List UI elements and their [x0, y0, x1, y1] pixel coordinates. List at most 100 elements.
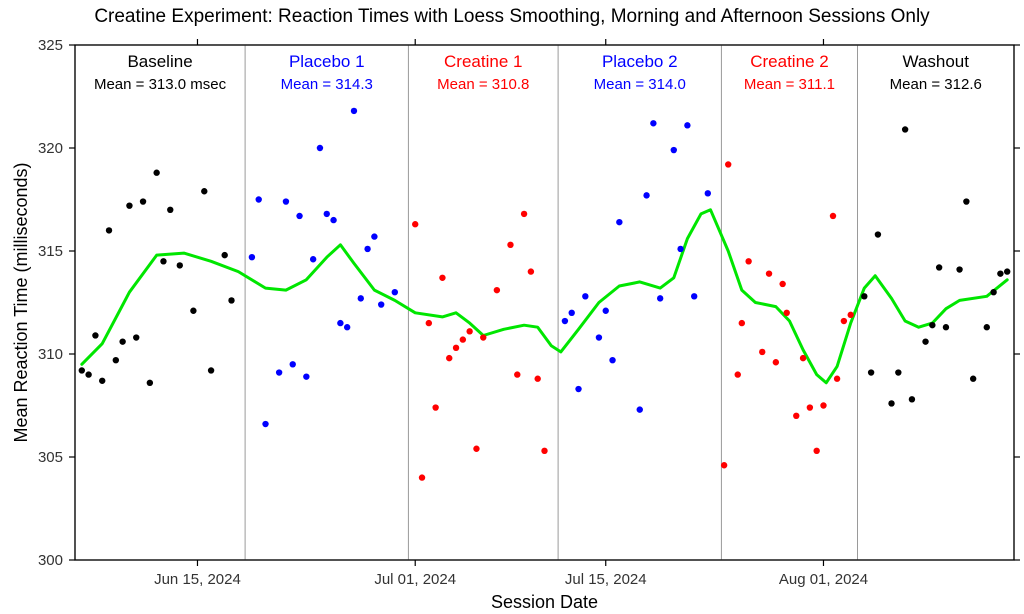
data-point [766, 270, 772, 276]
phase-title: Placebo 1 [289, 52, 365, 71]
x-tick-label: Jun 15, 2024 [154, 571, 241, 588]
data-point [426, 320, 432, 326]
data-point [902, 126, 908, 132]
data-point [990, 289, 996, 295]
data-point [671, 147, 677, 153]
data-point [310, 256, 316, 262]
y-axis-label: Mean Reaction Time (milliseconds) [11, 162, 31, 442]
data-point [643, 192, 649, 198]
data-point [228, 297, 234, 303]
data-point [283, 198, 289, 204]
data-point [119, 338, 125, 344]
data-point [296, 213, 302, 219]
data-point [830, 213, 836, 219]
y-tick-label: 325 [38, 37, 63, 54]
data-point [276, 369, 282, 375]
data-point [113, 357, 119, 363]
data-point [637, 406, 643, 412]
data-point [657, 295, 663, 301]
chart-title: Creatine Experiment: Reaction Times with… [94, 6, 930, 27]
data-point [956, 266, 962, 272]
data-point [190, 308, 196, 314]
data-point [364, 246, 370, 252]
data-point [126, 202, 132, 208]
data-point [351, 108, 357, 114]
data-point [412, 221, 418, 227]
data-point [528, 268, 534, 274]
data-point [256, 196, 262, 202]
data-point [507, 242, 513, 248]
x-tick-label: Jul 01, 2024 [374, 571, 456, 588]
data-point [650, 120, 656, 126]
data-point [262, 421, 268, 427]
data-point [691, 293, 697, 299]
x-axis-label: Session Date [491, 592, 598, 612]
data-point [582, 293, 588, 299]
phase-title: Placebo 2 [602, 52, 678, 71]
x-tick-label: Aug 01, 2024 [779, 571, 868, 588]
data-point [929, 322, 935, 328]
data-point [514, 371, 520, 377]
data-point [392, 289, 398, 295]
data-point [153, 170, 159, 176]
data-point [705, 190, 711, 196]
phase-mean-label: Mean = 314.0 [594, 76, 686, 93]
data-point [201, 188, 207, 194]
data-point [963, 198, 969, 204]
phase-mean-label: Mean = 310.8 [437, 76, 529, 93]
data-point [943, 324, 949, 330]
data-point [208, 367, 214, 373]
phase-mean-label: Mean = 313.0 msec [94, 76, 227, 93]
phase-title: Creatine 1 [444, 52, 522, 71]
data-point [970, 376, 976, 382]
data-point [909, 396, 915, 402]
data-point [596, 334, 602, 340]
data-point [337, 320, 343, 326]
data-point [534, 376, 540, 382]
data-point [895, 369, 901, 375]
y-tick-label: 310 [38, 346, 63, 363]
data-point [1004, 268, 1010, 274]
data-point [453, 345, 459, 351]
data-point [446, 355, 452, 361]
data-point [358, 295, 364, 301]
data-point [140, 198, 146, 204]
data-point [221, 252, 227, 258]
data-point [432, 404, 438, 410]
data-point [99, 378, 105, 384]
data-point [735, 371, 741, 377]
data-point [419, 474, 425, 480]
data-point [466, 328, 472, 334]
data-point [922, 338, 928, 344]
y-tick-label: 305 [38, 449, 63, 466]
data-point [861, 293, 867, 299]
data-point [439, 275, 445, 281]
data-point [92, 332, 98, 338]
data-point [677, 246, 683, 252]
data-point [684, 122, 690, 128]
data-point [820, 402, 826, 408]
phase-title: Baseline [127, 52, 192, 71]
data-point [779, 281, 785, 287]
data-point [616, 219, 622, 225]
data-point [745, 258, 751, 264]
data-point [784, 310, 790, 316]
data-point [541, 448, 547, 454]
data-point [834, 376, 840, 382]
x-tick-label: Jul 15, 2024 [565, 571, 647, 588]
data-point [739, 320, 745, 326]
data-point [480, 334, 486, 340]
chart-container: Creatine Experiment: Reaction Times with… [0, 0, 1024, 614]
y-tick-label: 315 [38, 243, 63, 260]
data-point [936, 264, 942, 270]
data-point [793, 413, 799, 419]
data-point [494, 287, 500, 293]
data-point [290, 361, 296, 367]
data-point [888, 400, 894, 406]
data-point [841, 318, 847, 324]
data-point [813, 448, 819, 454]
data-point [473, 446, 479, 452]
data-point [521, 211, 527, 217]
data-point [378, 301, 384, 307]
data-point [330, 217, 336, 223]
